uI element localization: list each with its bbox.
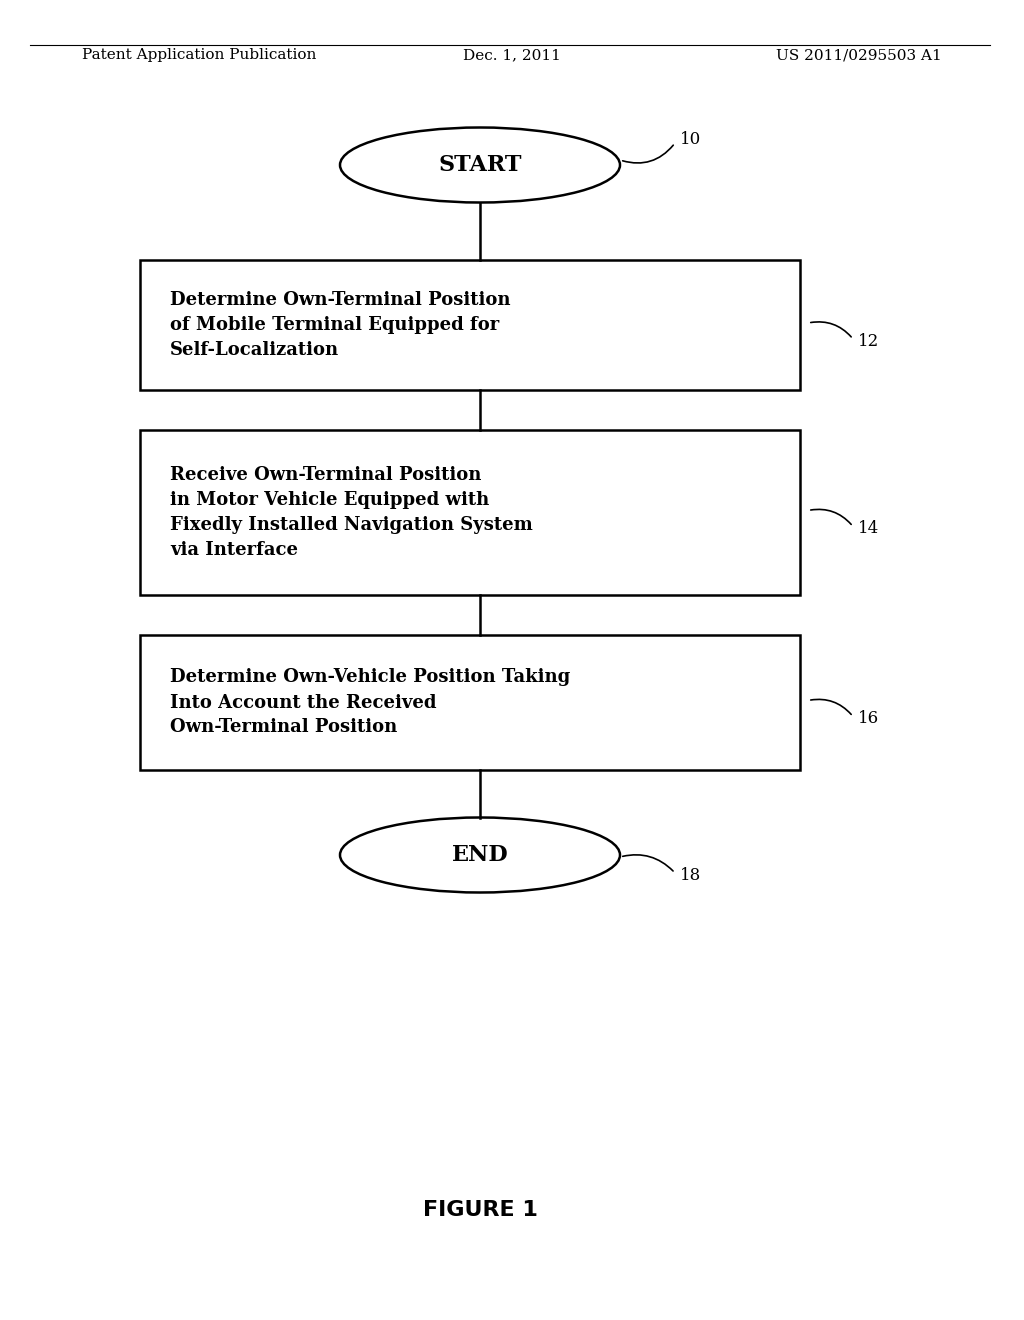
Text: Receive Own-Terminal Position
in Motor Vehicle Equipped with
Fixedly Installed N: Receive Own-Terminal Position in Motor V… — [170, 466, 532, 558]
Text: Patent Application Publication: Patent Application Publication — [82, 49, 316, 62]
Bar — [140, 430, 800, 595]
Text: 18: 18 — [680, 866, 701, 883]
Bar — [140, 260, 800, 389]
Text: US 2011/0295503 A1: US 2011/0295503 A1 — [776, 49, 942, 62]
Text: Dec. 1, 2011: Dec. 1, 2011 — [463, 49, 561, 62]
Text: START: START — [438, 154, 522, 176]
Bar — [140, 635, 800, 770]
Text: 10: 10 — [680, 132, 701, 149]
Text: Determine Own-Vehicle Position Taking
Into Account the Received
Own-Terminal Pos: Determine Own-Vehicle Position Taking In… — [170, 668, 570, 737]
Text: Determine Own-Terminal Position
of Mobile Terminal Equipped for
Self-Localizatio: Determine Own-Terminal Position of Mobil… — [170, 290, 511, 359]
Text: FIGURE 1: FIGURE 1 — [423, 1200, 538, 1220]
Text: END: END — [452, 843, 508, 866]
Text: 14: 14 — [858, 520, 880, 537]
Text: 16: 16 — [858, 710, 880, 727]
Text: 12: 12 — [858, 333, 880, 350]
